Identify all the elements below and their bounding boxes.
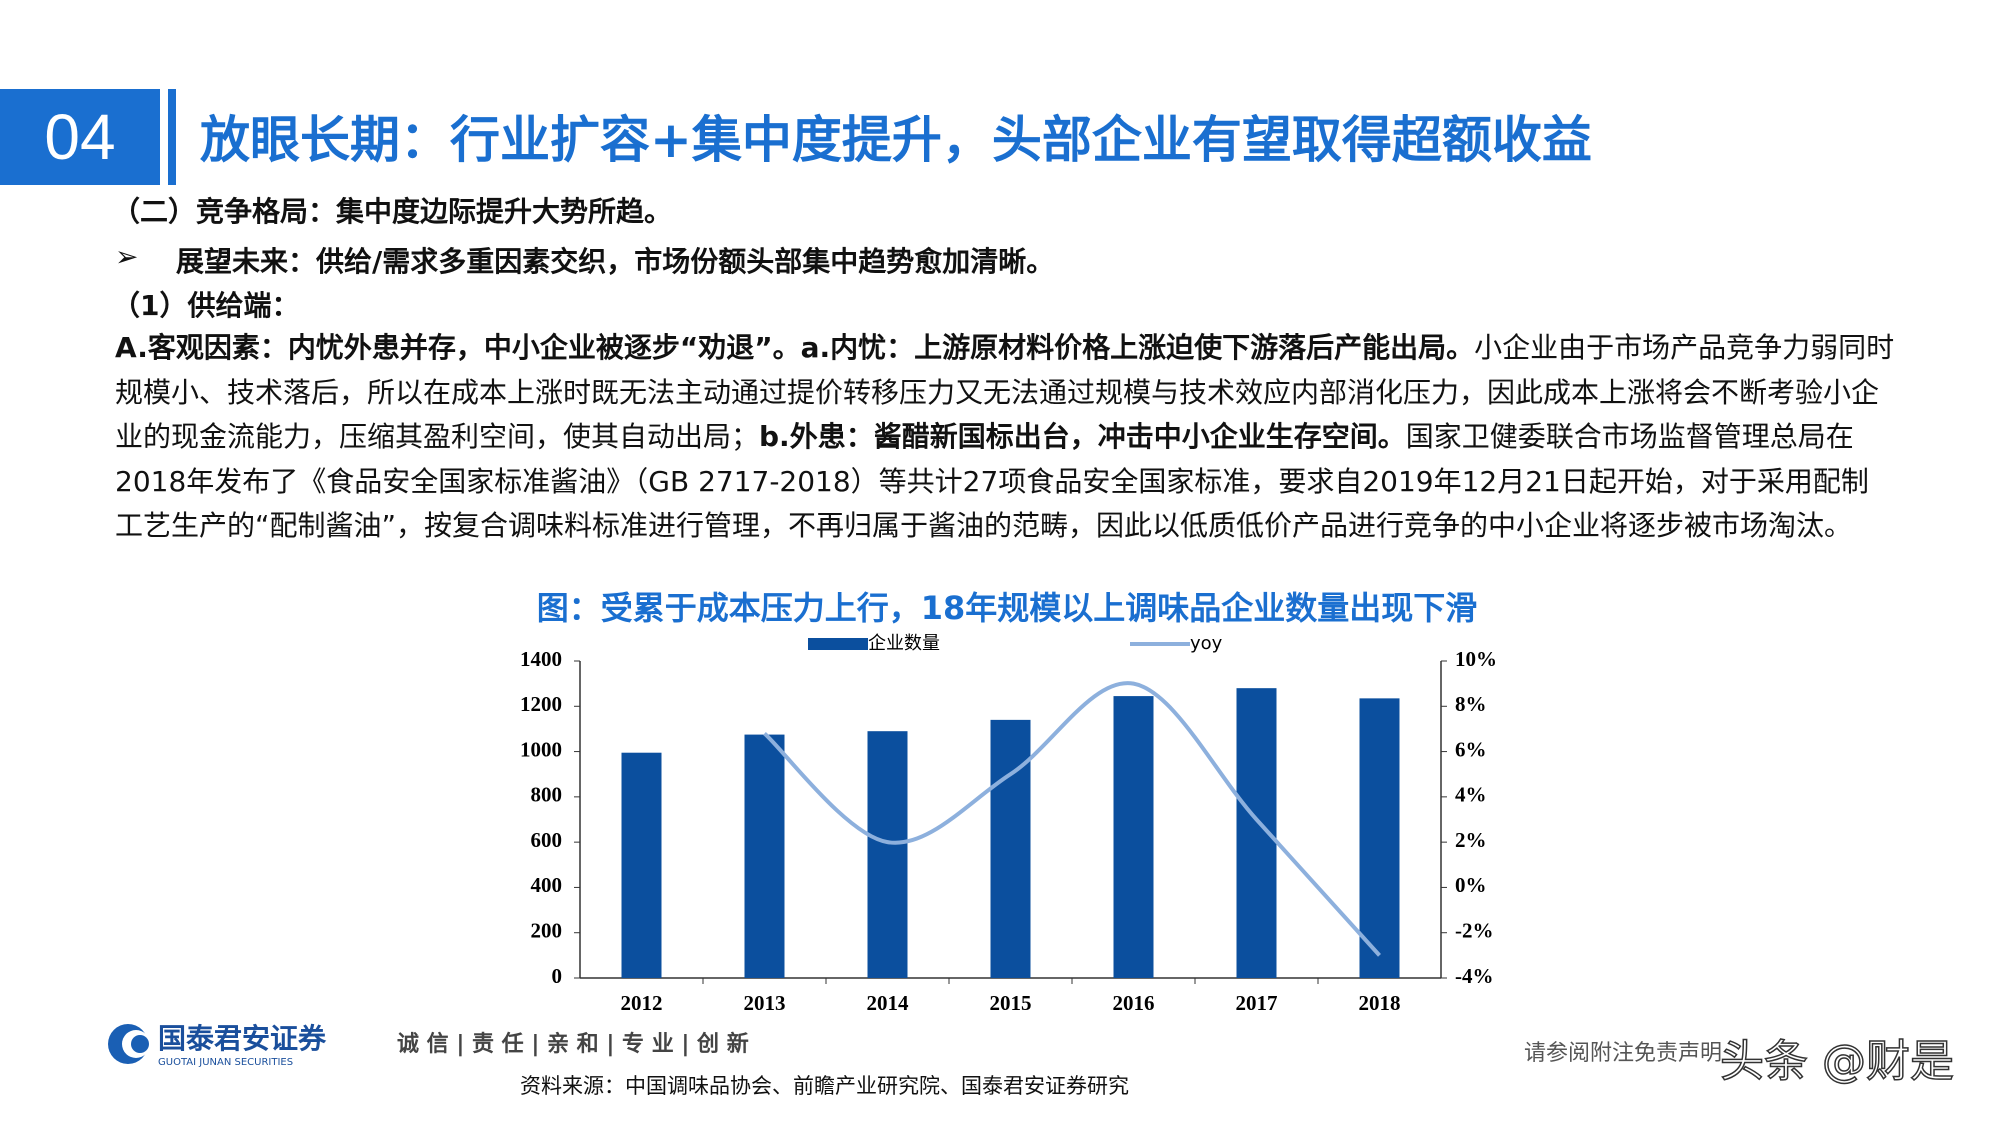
line [763,681,1381,957]
x-tick-label: 2017 [1236,991,1278,1015]
slide-title: 放眼长期：行业扩容+集中度提升，头部企业有望取得超额收益 [200,111,1592,169]
disclaimer: 请参阅附注免责声明 [1524,1041,1722,1066]
y2-tick-label: 0% [1455,873,1487,897]
y2-tick-label: 6% [1455,737,1487,761]
bar [621,752,662,978]
slogan: 诚 信 | 责 任 | 亲 和 | 专 业 | 创 新 [397,1031,749,1057]
y-tick-label: 800 [531,783,563,807]
y2-tick-label: 2% [1455,828,1487,852]
bullet-marker: ➢ [115,240,139,273]
section-number: 04 [0,89,160,185]
x-tick-label: 2015 [990,991,1032,1015]
paragraph-segment: A.客观因素：内忧外患并存，中小企业被逐步“劝退”。a.内忧：上游原材料价格上涨… [115,331,1475,364]
logo [108,1024,150,1064]
source-note: 资料来源：中国调味品协会、前瞻产业研究院、国泰君安证券研究 [520,1074,1129,1098]
x-tick-label: 2018 [1359,991,1401,1015]
y-tick-label: 1000 [520,737,562,761]
header-bar [168,89,176,185]
y2-tick-label: -2% [1455,919,1494,943]
bar [1113,696,1154,978]
paragraph-segment: 国家卫健委联合市场监督管理总局在2018年发布了《食品安全国家标准酱油》（GB … [115,420,1869,543]
bullet-text: 展望未来：供给/需求多重因素交织，市场份额头部集中趋势愈加清晰。 [176,245,1055,278]
bar [1359,698,1400,978]
paragraph-segment: b.外患：酱醋新国标出台，冲击中小企业生存空间。 [759,420,1406,454]
y-tick-label: 0 [552,964,563,988]
x-tick-label: 2016 [1113,991,1155,1015]
y-tick-label: 400 [531,873,563,897]
watermark: 头条 @财是 [1720,1036,1954,1087]
y2-tick-label: 4% [1455,783,1487,807]
section-heading: （二）竞争格局：集中度边际提升大势所趋。 [112,195,673,228]
paragraph-segment: 小企业由于市场产品竞争力弱同时规模小、技术落后，所以在成本上涨时既无法主动通过提… [115,331,1895,454]
paragraph: A.客观因素：内忧外患并存，中小企业被逐步“劝退”。a.内忧：上游原材料价格上涨… [115,326,1895,549]
y-tick-label: 200 [531,919,563,943]
bar [744,734,785,978]
y2-tick-label: 10% [1455,647,1497,671]
legend-label: yoy [1190,633,1223,654]
legend-label: 企业数量 [868,633,940,654]
legend-swatch [808,638,868,650]
bar [990,719,1031,978]
company-name-en: GUOTAI JUNAN SECURITIES [158,1057,293,1068]
subsection-heading: （1）供给端： [112,289,300,322]
y2-tick-label: 8% [1455,692,1487,716]
x-tick-label: 2012 [621,991,663,1015]
bar [867,731,908,978]
y-tick-label: 1200 [520,692,562,716]
x-tick-label: 2013 [744,991,786,1015]
y-tick-label: 1400 [520,647,562,671]
chart-title: 图：受累于成本压力上行，18年规模以上调味品企业数量出现下滑 [537,589,1478,627]
y-tick-label: 600 [531,828,563,852]
company-name: 国泰君安证券 [158,1022,327,1055]
y2-tick-label: -4% [1455,964,1494,988]
x-tick-label: 2014 [867,991,910,1015]
